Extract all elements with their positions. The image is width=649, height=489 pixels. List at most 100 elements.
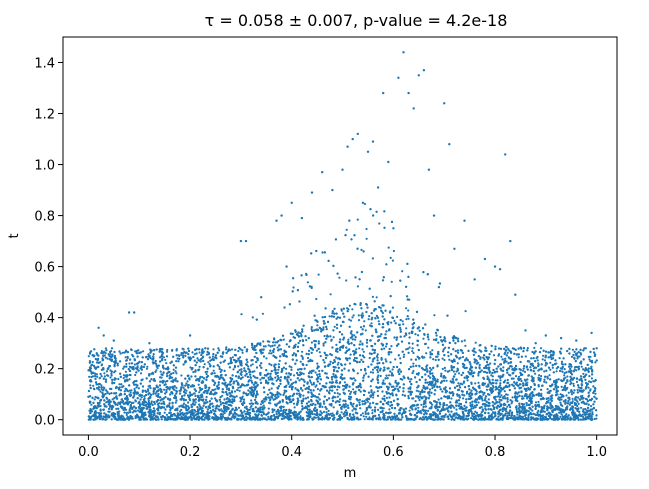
data-point <box>453 406 456 409</box>
data-point <box>443 358 446 362</box>
data-point <box>454 373 457 376</box>
data-point <box>575 380 579 383</box>
data-point <box>349 332 352 335</box>
data-point <box>198 391 201 394</box>
data-point <box>100 388 103 391</box>
data-point <box>89 407 92 411</box>
data-point <box>314 385 317 388</box>
data-point <box>150 400 153 403</box>
data-point <box>193 353 196 356</box>
data-point <box>382 407 385 410</box>
data-point <box>353 334 356 337</box>
data-point <box>571 400 574 403</box>
data-point <box>510 365 513 368</box>
data-point <box>572 382 575 385</box>
data-point <box>182 354 185 357</box>
data-point <box>432 384 435 387</box>
data-point <box>153 388 156 391</box>
data-point <box>369 371 372 374</box>
data-point <box>302 394 305 397</box>
data-point <box>464 310 467 313</box>
data-point <box>394 418 398 421</box>
data-point <box>506 351 509 354</box>
data-point <box>310 328 313 331</box>
data-point <box>332 375 335 378</box>
data-point <box>356 372 359 375</box>
data-point <box>261 312 264 315</box>
data-point <box>514 375 518 378</box>
data-point <box>347 308 350 311</box>
data-point <box>547 399 550 402</box>
data-point <box>331 378 334 381</box>
data-point <box>310 326 313 329</box>
data-point <box>384 358 387 361</box>
data-point <box>563 368 566 371</box>
data-point <box>270 387 273 390</box>
data-point <box>523 370 527 373</box>
data-point <box>311 412 314 416</box>
data-point <box>318 351 321 354</box>
data-point <box>399 357 402 360</box>
data-point <box>514 348 517 351</box>
data-point <box>306 356 310 360</box>
data-point <box>198 351 201 354</box>
data-point <box>314 371 317 374</box>
data-point <box>323 402 326 405</box>
data-point <box>122 367 125 370</box>
data-point <box>273 344 276 347</box>
data-point <box>316 362 319 365</box>
data-point <box>507 347 510 351</box>
data-point <box>525 366 528 369</box>
data-point <box>292 286 295 289</box>
data-point <box>377 374 380 377</box>
data-point <box>247 365 250 368</box>
data-point <box>537 403 541 406</box>
data-point <box>558 357 561 360</box>
data-point <box>445 404 448 407</box>
data-point <box>372 396 375 399</box>
data-point <box>407 390 410 393</box>
data-point <box>365 227 368 231</box>
data-point <box>124 356 127 359</box>
data-point <box>291 332 294 335</box>
data-point <box>299 415 302 418</box>
data-point <box>461 355 465 359</box>
data-point <box>332 406 335 409</box>
data-point <box>489 362 492 365</box>
data-point <box>104 392 107 396</box>
data-point <box>237 406 241 409</box>
data-point <box>231 416 234 419</box>
data-point <box>128 362 131 365</box>
data-point <box>192 392 195 395</box>
data-point <box>166 350 169 353</box>
data-point <box>407 394 410 398</box>
data-point <box>322 410 326 413</box>
data-point <box>387 246 390 249</box>
data-point <box>318 375 321 378</box>
data-point <box>153 402 156 405</box>
data-point <box>515 381 519 384</box>
data-point <box>318 369 321 373</box>
data-point <box>232 368 235 371</box>
data-point <box>287 382 290 385</box>
data-point <box>168 374 171 377</box>
data-point <box>352 402 355 405</box>
data-points <box>87 51 598 421</box>
data-point <box>498 395 502 399</box>
data-point <box>299 418 302 421</box>
data-point <box>104 347 107 350</box>
data-point <box>104 356 107 359</box>
data-point <box>434 382 437 385</box>
data-point <box>198 365 201 368</box>
data-point <box>511 383 514 386</box>
data-point <box>129 407 132 410</box>
data-point <box>452 370 455 373</box>
data-point <box>352 388 355 391</box>
data-point <box>100 384 103 387</box>
data-point <box>293 406 296 409</box>
data-point <box>90 403 93 406</box>
data-point <box>437 398 440 401</box>
data-point <box>239 356 242 359</box>
data-point <box>366 400 369 403</box>
